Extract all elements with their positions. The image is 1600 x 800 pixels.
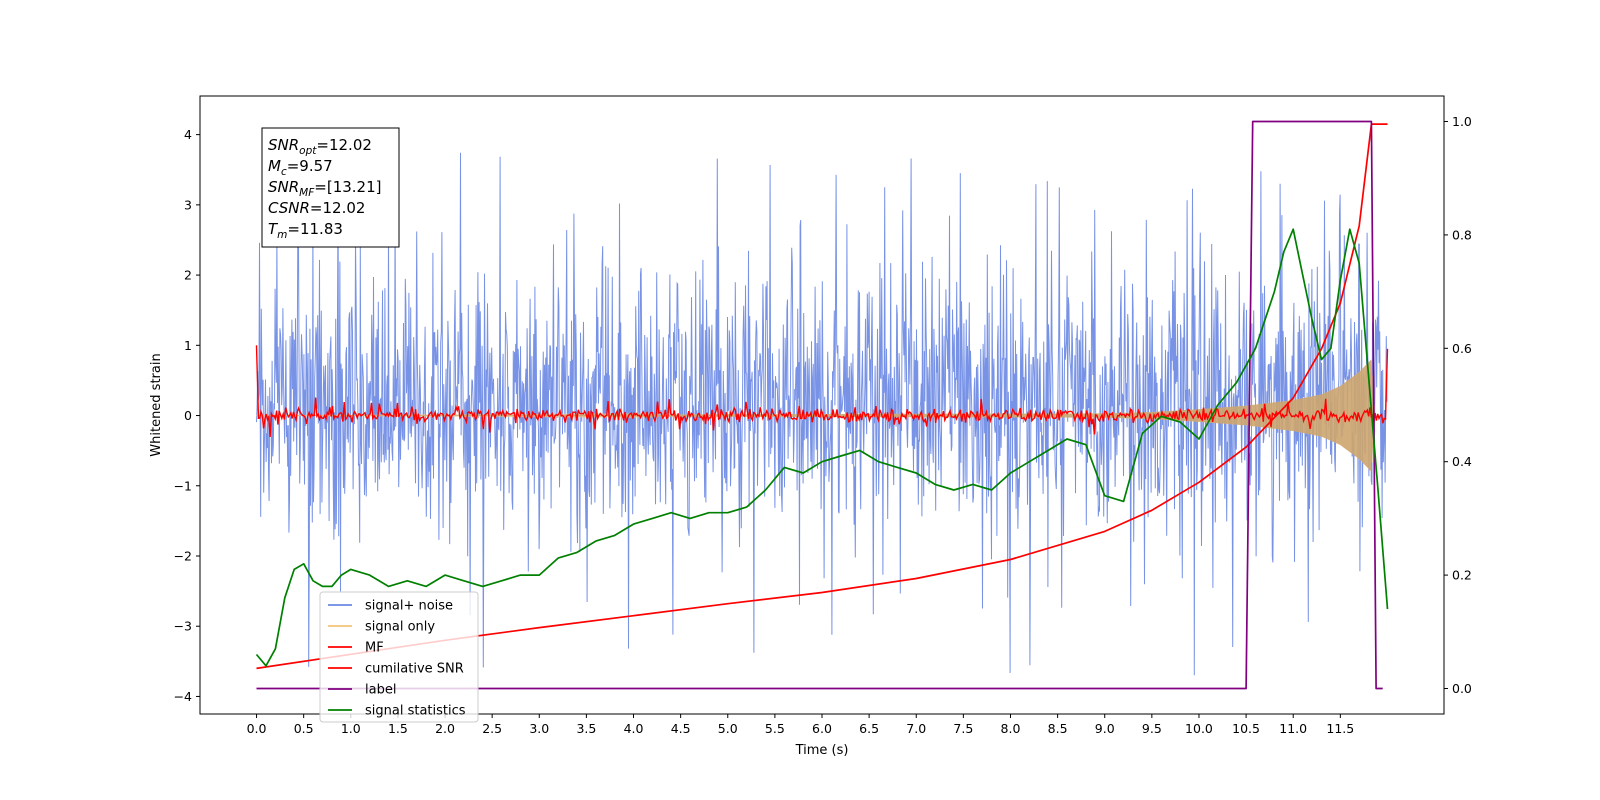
- y-tick-label: 1: [184, 338, 192, 353]
- series-cumilative-snr: [256, 123, 1388, 670]
- x-tick-label: 5.0: [718, 721, 738, 736]
- legend-entry: signal statistics: [365, 704, 466, 719]
- axes: 0.0 0.5 1.0 1.5 2.0 2.5 3.0 3.5 4.0 4.5 5.0 5.5 6.0 6…: [174, 114, 1472, 736]
- y-tick-label: −3: [174, 619, 192, 634]
- y-tick-label: −4: [174, 689, 192, 704]
- series-signal-statistics: [255, 228, 1389, 667]
- y-tick-label: −2: [174, 548, 192, 563]
- annotation-line: Mc=9.57: [268, 157, 333, 178]
- legend-entry: signal only: [365, 620, 435, 635]
- x-tick-label: 5.5: [765, 721, 785, 736]
- y-tick-label: 0: [184, 408, 192, 423]
- x-tick-label: 11.0: [1279, 721, 1307, 736]
- x-tick-label: 1.5: [388, 721, 408, 736]
- x-tick-label: 3.5: [576, 721, 596, 736]
- annotation-line: SNRMF=[13.21]: [268, 178, 382, 199]
- x-tick-label: 9.5: [1142, 721, 1162, 736]
- annotation-line: CSNR=12.02: [268, 199, 365, 217]
- annotation-line: Tm=11.83: [268, 220, 343, 241]
- legend-entry: signal+ noise: [365, 599, 453, 614]
- x-tick-label: 2.0: [435, 721, 455, 736]
- legend-frame: [319, 591, 479, 723]
- x-axis-label: Time (s): [795, 743, 849, 758]
- legend-entry: label: [365, 683, 396, 698]
- annotation-frame: [261, 127, 400, 248]
- x-tick-label: 6.5: [859, 721, 879, 736]
- x-tick-label: 10.0: [1185, 721, 1213, 736]
- x-tick-label: 9.0: [1095, 721, 1115, 736]
- annotation-line: SNRopt=12.02: [268, 136, 372, 157]
- x-tick-label: 8.5: [1048, 721, 1068, 736]
- y-tick-label: 3: [184, 197, 192, 212]
- y-axis-label: Whitened strain: [149, 353, 164, 456]
- x-tick-label: 2.5: [482, 721, 502, 736]
- y-right-tick-label: 1.0: [1452, 114, 1472, 129]
- plot-area: [255, 120, 1389, 690]
- series-label: [256, 120, 1383, 690]
- y-right-tick-label: 0.8: [1452, 227, 1472, 242]
- x-tick-label: 7.5: [953, 721, 973, 736]
- x-tick-label: 0.5: [294, 721, 314, 736]
- legend: signal+ noise signal only MF cumilative SNR…: [319, 591, 479, 723]
- y-right-tick-label: 0.6: [1452, 341, 1472, 356]
- x-tick-label: 6.0: [812, 721, 832, 736]
- x-tick-label: 4.0: [624, 721, 644, 736]
- legend-entry: cumilative SNR: [365, 662, 464, 677]
- y-right-tick-label: 0.2: [1452, 568, 1472, 583]
- y-right-tick-label: 0.0: [1452, 681, 1472, 696]
- x-tick-label: 7.0: [906, 721, 926, 736]
- x-tick-label: 0.0: [247, 721, 267, 736]
- annotation-box: SNRopt=12.02Mc=9.57SNRMF=[13.21]CSNR=12.…: [261, 127, 400, 248]
- y-right-tick-label: 0.4: [1452, 454, 1472, 469]
- y-tick-label: 4: [184, 127, 192, 142]
- y-tick-label: −1: [174, 478, 192, 493]
- x-tick-label: 4.5: [671, 721, 691, 736]
- series-mf: [255, 345, 1389, 438]
- x-tick-label: 10.5: [1232, 721, 1260, 736]
- x-tick-label: 3.0: [529, 721, 549, 736]
- y-tick-label: 2: [184, 268, 192, 283]
- x-tick-label: 8.0: [1001, 721, 1021, 736]
- x-tick-label: 1.0: [341, 721, 361, 736]
- x-tick-label: 11.5: [1326, 721, 1354, 736]
- legend-entry: MF: [365, 641, 384, 656]
